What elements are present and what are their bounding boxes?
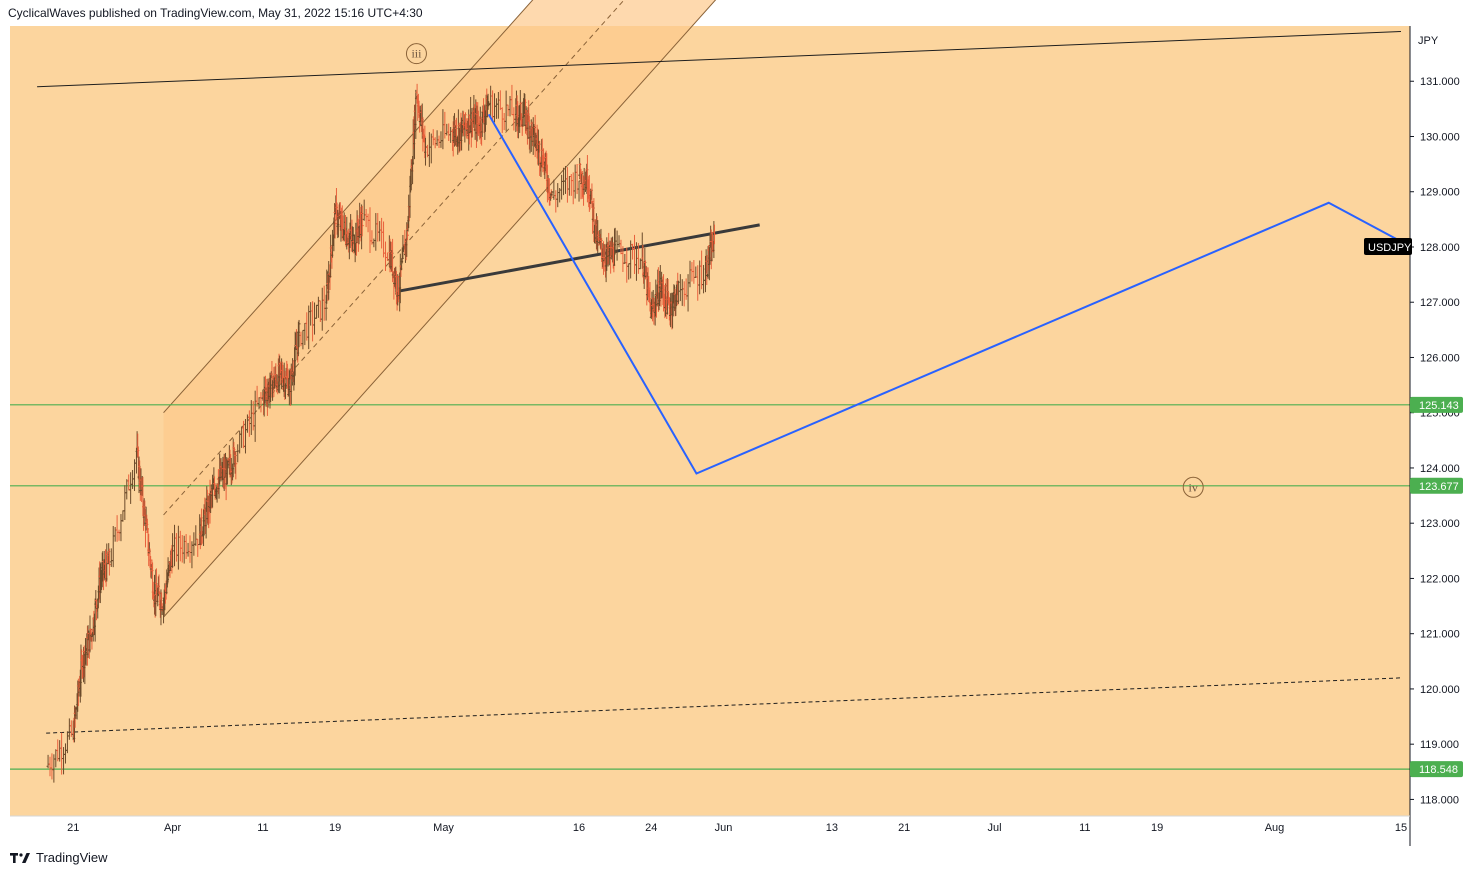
- price-tick-label: 126.000: [1420, 352, 1460, 364]
- symbol-badge-label: USDJPY: [1368, 242, 1412, 254]
- price-tick-label: 123.000: [1420, 518, 1460, 530]
- price-tick-label: 122.000: [1420, 573, 1460, 585]
- level-badge-label: 123.677: [1419, 481, 1459, 493]
- trendline-layer: [10, 31, 1410, 770]
- currency-label: JPY: [1418, 35, 1439, 47]
- time-tick-label: 16: [573, 822, 585, 834]
- time-axis[interactable]: 21 Apr 11 19 May 16 24 Jun 13 21 Jul 11 19 Aug 15: [10, 815, 1410, 834]
- time-tick-label: 15: [1395, 822, 1407, 834]
- channel-mid-line: [163, 0, 625, 516]
- symbol-badge: [1364, 237, 1412, 255]
- wave-labels-layer: iii iv: [405, 43, 1204, 498]
- trend-line-2: [46, 677, 1401, 734]
- wave-label-circle: [1182, 476, 1204, 498]
- time-tick-label: 11: [1079, 822, 1090, 834]
- trend-line-1: [398, 223, 760, 293]
- channel-lower-line: [163, 0, 717, 618]
- time-tick-label: Jul: [987, 822, 1001, 834]
- level-badge-label: 118.548: [1419, 764, 1458, 776]
- wave-label-text: iv: [1189, 480, 1198, 494]
- tradingview-logo[interactable]: TradingView: [10, 850, 108, 865]
- price-tick-label: 124.000: [1420, 463, 1460, 475]
- level-badge: [1410, 477, 1463, 494]
- trend-line-0: [37, 31, 1401, 88]
- price-tick-label: 127.000: [1420, 297, 1460, 309]
- candles-layer: [46, 83, 717, 783]
- wave-projection-path: [487, 113, 1402, 475]
- level-badge: [1410, 396, 1463, 413]
- time-tick-label: 24: [645, 822, 657, 834]
- channel-layer: [163, 0, 717, 618]
- price-axis[interactable]: JPY 118.000 119.000 120.000 121.000 122.000 12…: [1364, 26, 1463, 846]
- time-tick-label: May: [433, 822, 454, 834]
- time-tick-label: 21: [67, 822, 79, 834]
- wave-label-text: iii: [411, 47, 422, 61]
- time-tick-label: Jun: [715, 822, 733, 834]
- time-tick-label: 19: [1151, 822, 1163, 834]
- level-badge: [1410, 761, 1463, 778]
- time-tick-label: Apr: [164, 822, 181, 834]
- price-tick-label: 118.000: [1420, 794, 1459, 806]
- price-tick-label: 120.000: [1420, 684, 1460, 696]
- price-tick-label: 119.000: [1420, 739, 1459, 751]
- level-badge-label: 125.143: [1419, 400, 1459, 412]
- price-tick-label: 128.000: [1420, 242, 1460, 254]
- channel-upper-line: [163, 0, 534, 414]
- price-tick-label: 131.000: [1420, 76, 1460, 88]
- time-tick-label: 13: [826, 822, 838, 834]
- time-tick-label: 11: [257, 822, 268, 834]
- price-tick-label: 129.000: [1420, 187, 1460, 199]
- time-tick-label: 19: [329, 822, 341, 834]
- wave-label-circle: [405, 43, 427, 65]
- tradingview-logo-icon: [10, 852, 30, 863]
- publisher-caption: CyclicalWaves published on TradingView.c…: [8, 6, 423, 20]
- tradingview-logo-text: TradingView: [36, 850, 108, 865]
- time-tick-label: Aug: [1265, 822, 1285, 834]
- time-tick-label: 21: [898, 822, 910, 834]
- projection-layer: [487, 113, 1402, 475]
- price-tick-label: 130.000: [1420, 131, 1460, 143]
- price-tick-label: 121.000: [1420, 629, 1460, 641]
